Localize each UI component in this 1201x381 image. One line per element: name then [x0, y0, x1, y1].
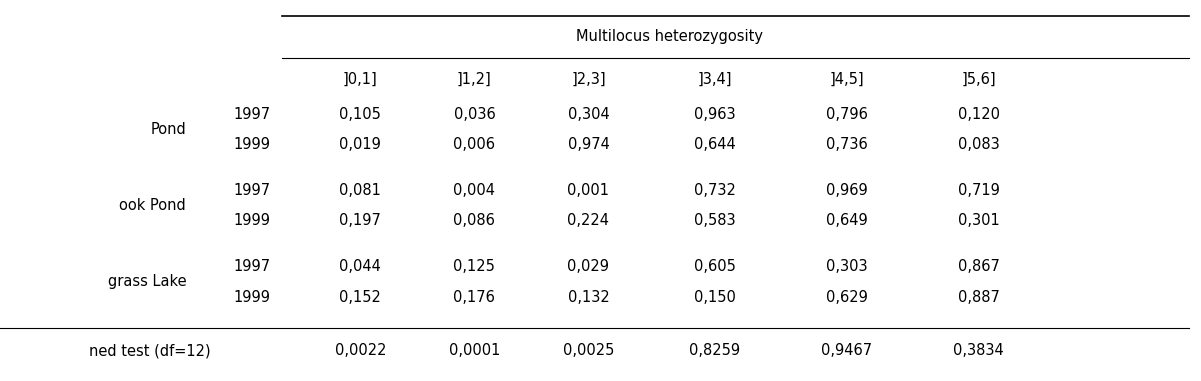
Text: 0,796: 0,796: [826, 107, 867, 122]
Text: 0,105: 0,105: [340, 107, 381, 122]
Text: 0,301: 0,301: [958, 213, 999, 229]
Text: 0,732: 0,732: [694, 183, 735, 198]
Text: 0,120: 0,120: [958, 107, 999, 122]
Text: 0,583: 0,583: [694, 213, 735, 229]
Text: 0,303: 0,303: [826, 259, 867, 274]
Text: 0,081: 0,081: [340, 183, 381, 198]
Text: 0,224: 0,224: [568, 213, 609, 229]
Text: 0,083: 0,083: [958, 137, 999, 152]
Text: 0,001: 0,001: [568, 183, 609, 198]
Text: 0,197: 0,197: [340, 213, 381, 229]
Text: 1999: 1999: [233, 290, 270, 305]
Text: 0,176: 0,176: [454, 290, 495, 305]
Text: 0,736: 0,736: [826, 137, 867, 152]
Text: 1999: 1999: [233, 213, 270, 229]
Text: Multilocus heterozygosity: Multilocus heterozygosity: [576, 29, 763, 44]
Text: ned test (df=12): ned test (df=12): [89, 343, 210, 358]
Text: ]5,6]: ]5,6]: [962, 71, 996, 86]
Text: ]0,1]: ]0,1]: [343, 71, 377, 86]
Text: 0,0025: 0,0025: [563, 343, 614, 358]
Text: 0,044: 0,044: [340, 259, 381, 274]
Text: 0,963: 0,963: [694, 107, 735, 122]
Text: 0,644: 0,644: [694, 137, 735, 152]
Text: 1997: 1997: [233, 259, 270, 274]
Text: 0,969: 0,969: [826, 183, 867, 198]
Text: 0,132: 0,132: [568, 290, 609, 305]
Text: 0,004: 0,004: [454, 183, 495, 198]
Text: 0,036: 0,036: [454, 107, 495, 122]
Text: ]1,2]: ]1,2]: [458, 71, 491, 86]
Text: 0,086: 0,086: [454, 213, 495, 229]
Text: 0,125: 0,125: [454, 259, 495, 274]
Text: 1999: 1999: [233, 137, 270, 152]
Text: 0,0001: 0,0001: [449, 343, 500, 358]
Text: 0,3834: 0,3834: [954, 343, 1004, 358]
Text: 0,974: 0,974: [568, 137, 609, 152]
Text: ook Pond: ook Pond: [119, 198, 186, 213]
Text: ]4,5]: ]4,5]: [830, 71, 864, 86]
Text: 0,719: 0,719: [958, 183, 999, 198]
Text: 0,9467: 0,9467: [821, 343, 872, 358]
Text: 0,0022: 0,0022: [335, 343, 386, 358]
Text: 1997: 1997: [233, 183, 270, 198]
Text: 0,029: 0,029: [568, 259, 609, 274]
Text: 0,867: 0,867: [958, 259, 999, 274]
Text: 0,649: 0,649: [826, 213, 867, 229]
Text: ]3,4]: ]3,4]: [698, 71, 731, 86]
Text: 0,019: 0,019: [340, 137, 381, 152]
Text: 1997: 1997: [233, 107, 270, 122]
Text: ]2,3]: ]2,3]: [572, 71, 605, 86]
Text: 0,304: 0,304: [568, 107, 609, 122]
Text: 0,006: 0,006: [454, 137, 495, 152]
Text: 0,887: 0,887: [958, 290, 999, 305]
Text: 0,605: 0,605: [694, 259, 735, 274]
Text: Pond: Pond: [150, 122, 186, 137]
Text: 0,629: 0,629: [826, 290, 867, 305]
Text: 0,150: 0,150: [694, 290, 735, 305]
Text: 0,152: 0,152: [340, 290, 381, 305]
Text: grass Lake: grass Lake: [108, 274, 186, 290]
Text: 0,8259: 0,8259: [689, 343, 740, 358]
